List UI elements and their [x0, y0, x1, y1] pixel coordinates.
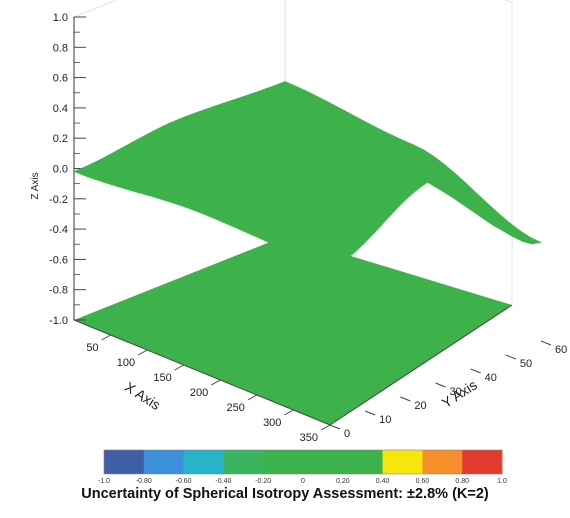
- floor-projection-layer: [74, 236, 512, 425]
- colorbar: -1.0 -0.80 -0.60 -0.40 -0.20 0 0.20 0.40 0.60 0.8…: [98, 449, 507, 485]
- colorbar-tick-label: -0.60: [176, 478, 192, 485]
- z-tick-label: 1.0: [53, 12, 68, 24]
- y-axis-title: Y Axis: [439, 377, 480, 411]
- x-tick-mark: [211, 379, 221, 386]
- y-tick-label: 50: [520, 358, 532, 370]
- x-tick-mark: [247, 394, 258, 401]
- colorbar-segment: [104, 450, 145, 474]
- z-axis-title: Z Axis: [30, 172, 41, 199]
- colorbar-tick-label: 0: [301, 478, 305, 485]
- y-tick-label: 0: [344, 428, 350, 440]
- surface-layer: [73, 81, 542, 270]
- x-tick-mark: [174, 364, 184, 371]
- colorbar-segment: [342, 450, 384, 474]
- side-wall-edge: [504, 0, 513, 305]
- y-axis-line: [329, 304, 513, 426]
- x-tick-label: 100: [117, 357, 135, 369]
- y-tick-mark: [364, 410, 376, 416]
- x-tick-mark: [284, 409, 294, 416]
- x-axis-line: [73, 319, 331, 426]
- y-tick-mark: [505, 354, 517, 360]
- z-tick-label: -0.4: [49, 224, 68, 236]
- x-tick-mark: [320, 424, 331, 431]
- colorbar-segment: [223, 450, 264, 474]
- colorbar-tick-label: -0.20: [255, 478, 271, 485]
- colorbar-tick-label: 0.60: [416, 478, 430, 485]
- z-tick-label: -0.8: [49, 285, 68, 297]
- colorbar-tick-label: 0.20: [336, 478, 350, 485]
- colorbar-tick-label: 0.80: [455, 478, 469, 485]
- x-tick-mark: [137, 349, 148, 356]
- colorbar-tick-label: -0.80: [136, 478, 152, 485]
- z-tick-label: -0.6: [49, 254, 68, 266]
- x-tick-label: 350: [300, 432, 318, 444]
- colorbar-segment: [382, 450, 423, 474]
- y-tick-label: 30: [450, 386, 462, 398]
- colorbar-tick-label: -0.40: [215, 478, 231, 485]
- colorbar-tick-label: 1.0: [497, 478, 507, 485]
- colorbar-segment: [422, 450, 463, 474]
- z-tick-label: -1.0: [49, 315, 68, 327]
- colorbar-tick-label: -1.0: [98, 478, 110, 485]
- x-tick-mark: [101, 334, 111, 341]
- colorbar-segment: [462, 450, 503, 474]
- colorbar-segment: [303, 450, 344, 474]
- y-tick-label: 20: [414, 400, 426, 412]
- x-tick-label: 150: [153, 372, 171, 384]
- surface-patch: [318, 259, 340, 270]
- y-tick-mark: [329, 424, 341, 430]
- chart-caption: Uncertainty of Spherical Isotropy Assess…: [81, 486, 489, 502]
- x-tick-label: 50: [86, 342, 98, 354]
- y-tick-mark: [470, 368, 481, 374]
- x-tick-label: 200: [190, 387, 208, 399]
- colorbar-tick-label: 0.40: [376, 478, 390, 485]
- colorbar-frame: [103, 449, 503, 475]
- z-tick-label: -0.2: [49, 194, 68, 206]
- y-tick-label: 40: [485, 372, 497, 384]
- y-tick-mark: [435, 382, 446, 388]
- y-tick-mark: [540, 340, 552, 346]
- z-tick-label: 0.4: [53, 103, 68, 115]
- x-tick-label: 250: [226, 402, 244, 414]
- x-tick-label: 300: [263, 417, 281, 429]
- z-tick-label: 0.0: [53, 164, 68, 176]
- y-tick-mark: [400, 396, 411, 402]
- colorbar-segment: [263, 450, 304, 474]
- floor-projection: [74, 236, 512, 425]
- z-tick-label: 0.8: [53, 42, 68, 54]
- colorbar-segment: [143, 450, 185, 474]
- z-tick-label: 0.2: [53, 133, 68, 145]
- colorbar-segment: [183, 450, 224, 474]
- y-tick-label: 10: [379, 414, 391, 426]
- z-tick-label: 0.6: [53, 73, 68, 85]
- y-tick-label: 60: [555, 344, 567, 356]
